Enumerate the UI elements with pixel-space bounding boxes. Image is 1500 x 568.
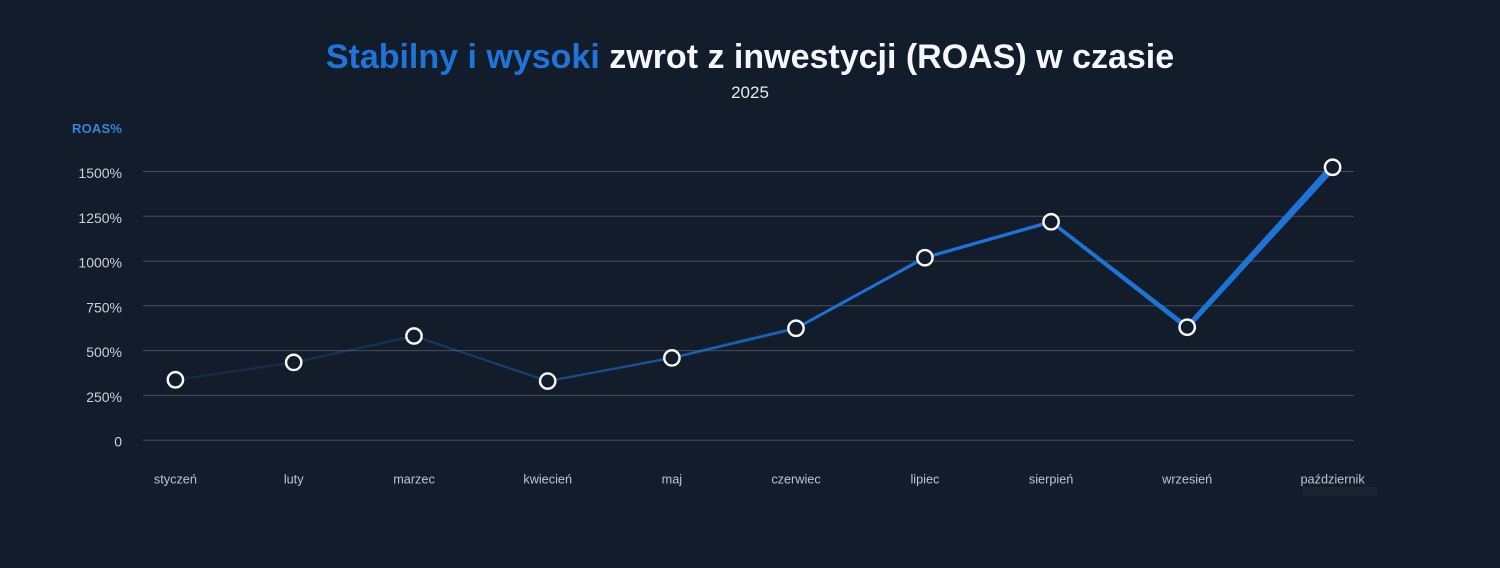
svg-text:lipiec: lipiec (910, 473, 940, 487)
svg-text:250%: 250% (86, 389, 122, 405)
svg-text:styczeń: styczeń (154, 473, 197, 487)
svg-text:październik: październik (1301, 473, 1366, 487)
svg-text:maj: maj (662, 473, 682, 487)
svg-text:500%: 500% (86, 344, 122, 360)
svg-text:1000%: 1000% (78, 255, 122, 271)
svg-text:sierpień: sierpień (1029, 473, 1073, 487)
svg-text:marzec: marzec (393, 473, 435, 487)
svg-text:luty: luty (284, 473, 304, 487)
svg-text:wrzesień: wrzesień (1161, 473, 1212, 487)
svg-text:kwiecień: kwiecień (523, 473, 572, 487)
svg-text:1500%: 1500% (78, 165, 122, 181)
svg-text:czerwiec: czerwiec (771, 473, 821, 487)
svg-text:750%: 750% (86, 299, 122, 315)
svg-text:1250%: 1250% (78, 210, 122, 226)
svg-text:0: 0 (114, 434, 122, 450)
